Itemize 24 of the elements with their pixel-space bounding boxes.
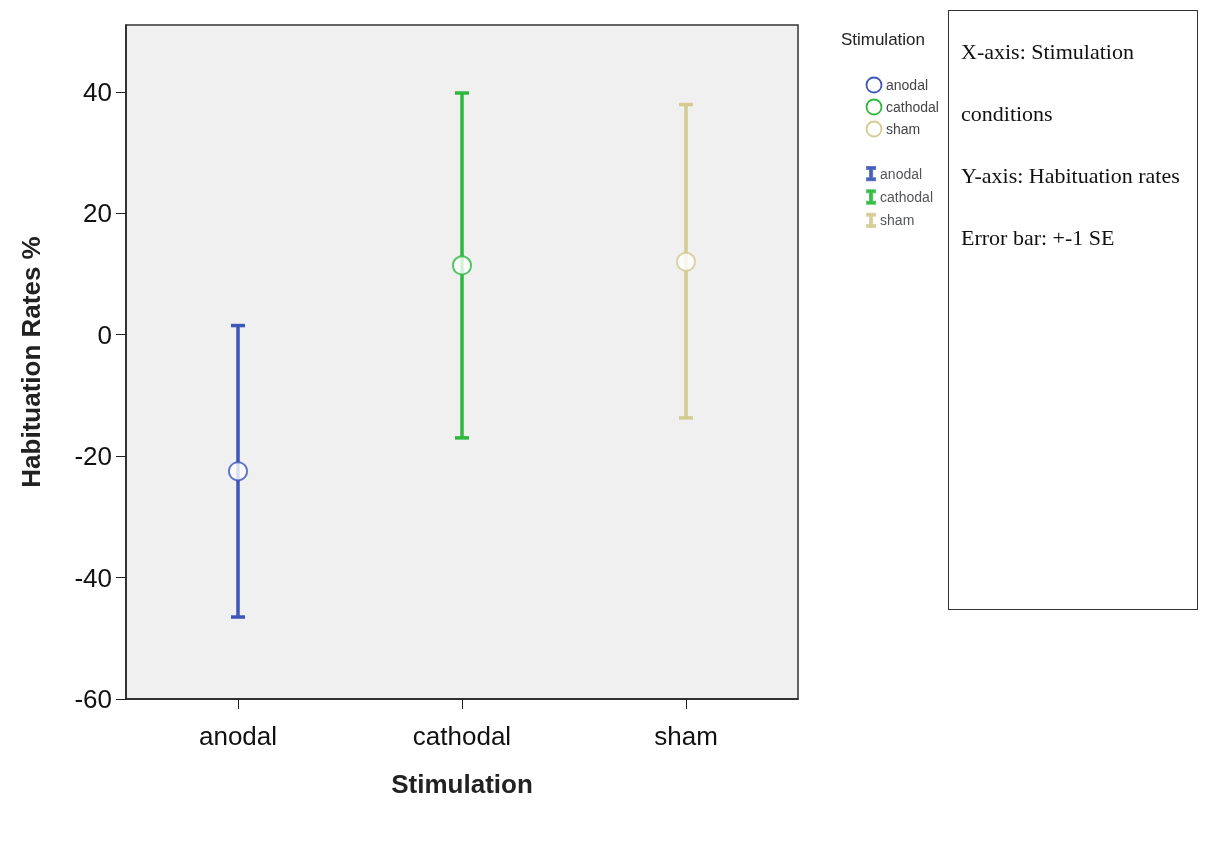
legend-label: cathodal	[880, 189, 934, 205]
y-tick-label: 0	[97, 319, 112, 350]
y-tick-label: -60	[74, 684, 112, 714]
x-tick-label: sham	[654, 721, 718, 751]
text: anodal	[886, 77, 929, 93]
legend-label: anodal	[880, 165, 923, 182]
text: Error bar: +-1 SE	[961, 224, 1116, 252]
x-tick-label: anodal	[198, 721, 278, 751]
legend-title: Stimulation	[840, 30, 926, 49]
y-tick-label: 40	[83, 76, 112, 107]
y-tick-label: 20	[83, 198, 112, 229]
legend-label: sham	[880, 212, 915, 229]
point	[228, 461, 248, 482]
y-tick-label: -20	[74, 441, 112, 472]
point	[452, 255, 472, 276]
text: sham	[886, 121, 921, 137]
point	[676, 251, 696, 272]
x-tick-label: cathodal	[412, 721, 512, 751]
text: X-axis: Stimulation conditions	[961, 39, 1134, 126]
y-tick-label: -40	[74, 562, 112, 593]
x-axis-title: Stimulation	[391, 769, 533, 799]
text: Y-axis: Habituation rates	[961, 162, 1181, 190]
text: cathodal	[886, 99, 939, 115]
y-axis-title: Habituation Rates %	[16, 236, 46, 488]
